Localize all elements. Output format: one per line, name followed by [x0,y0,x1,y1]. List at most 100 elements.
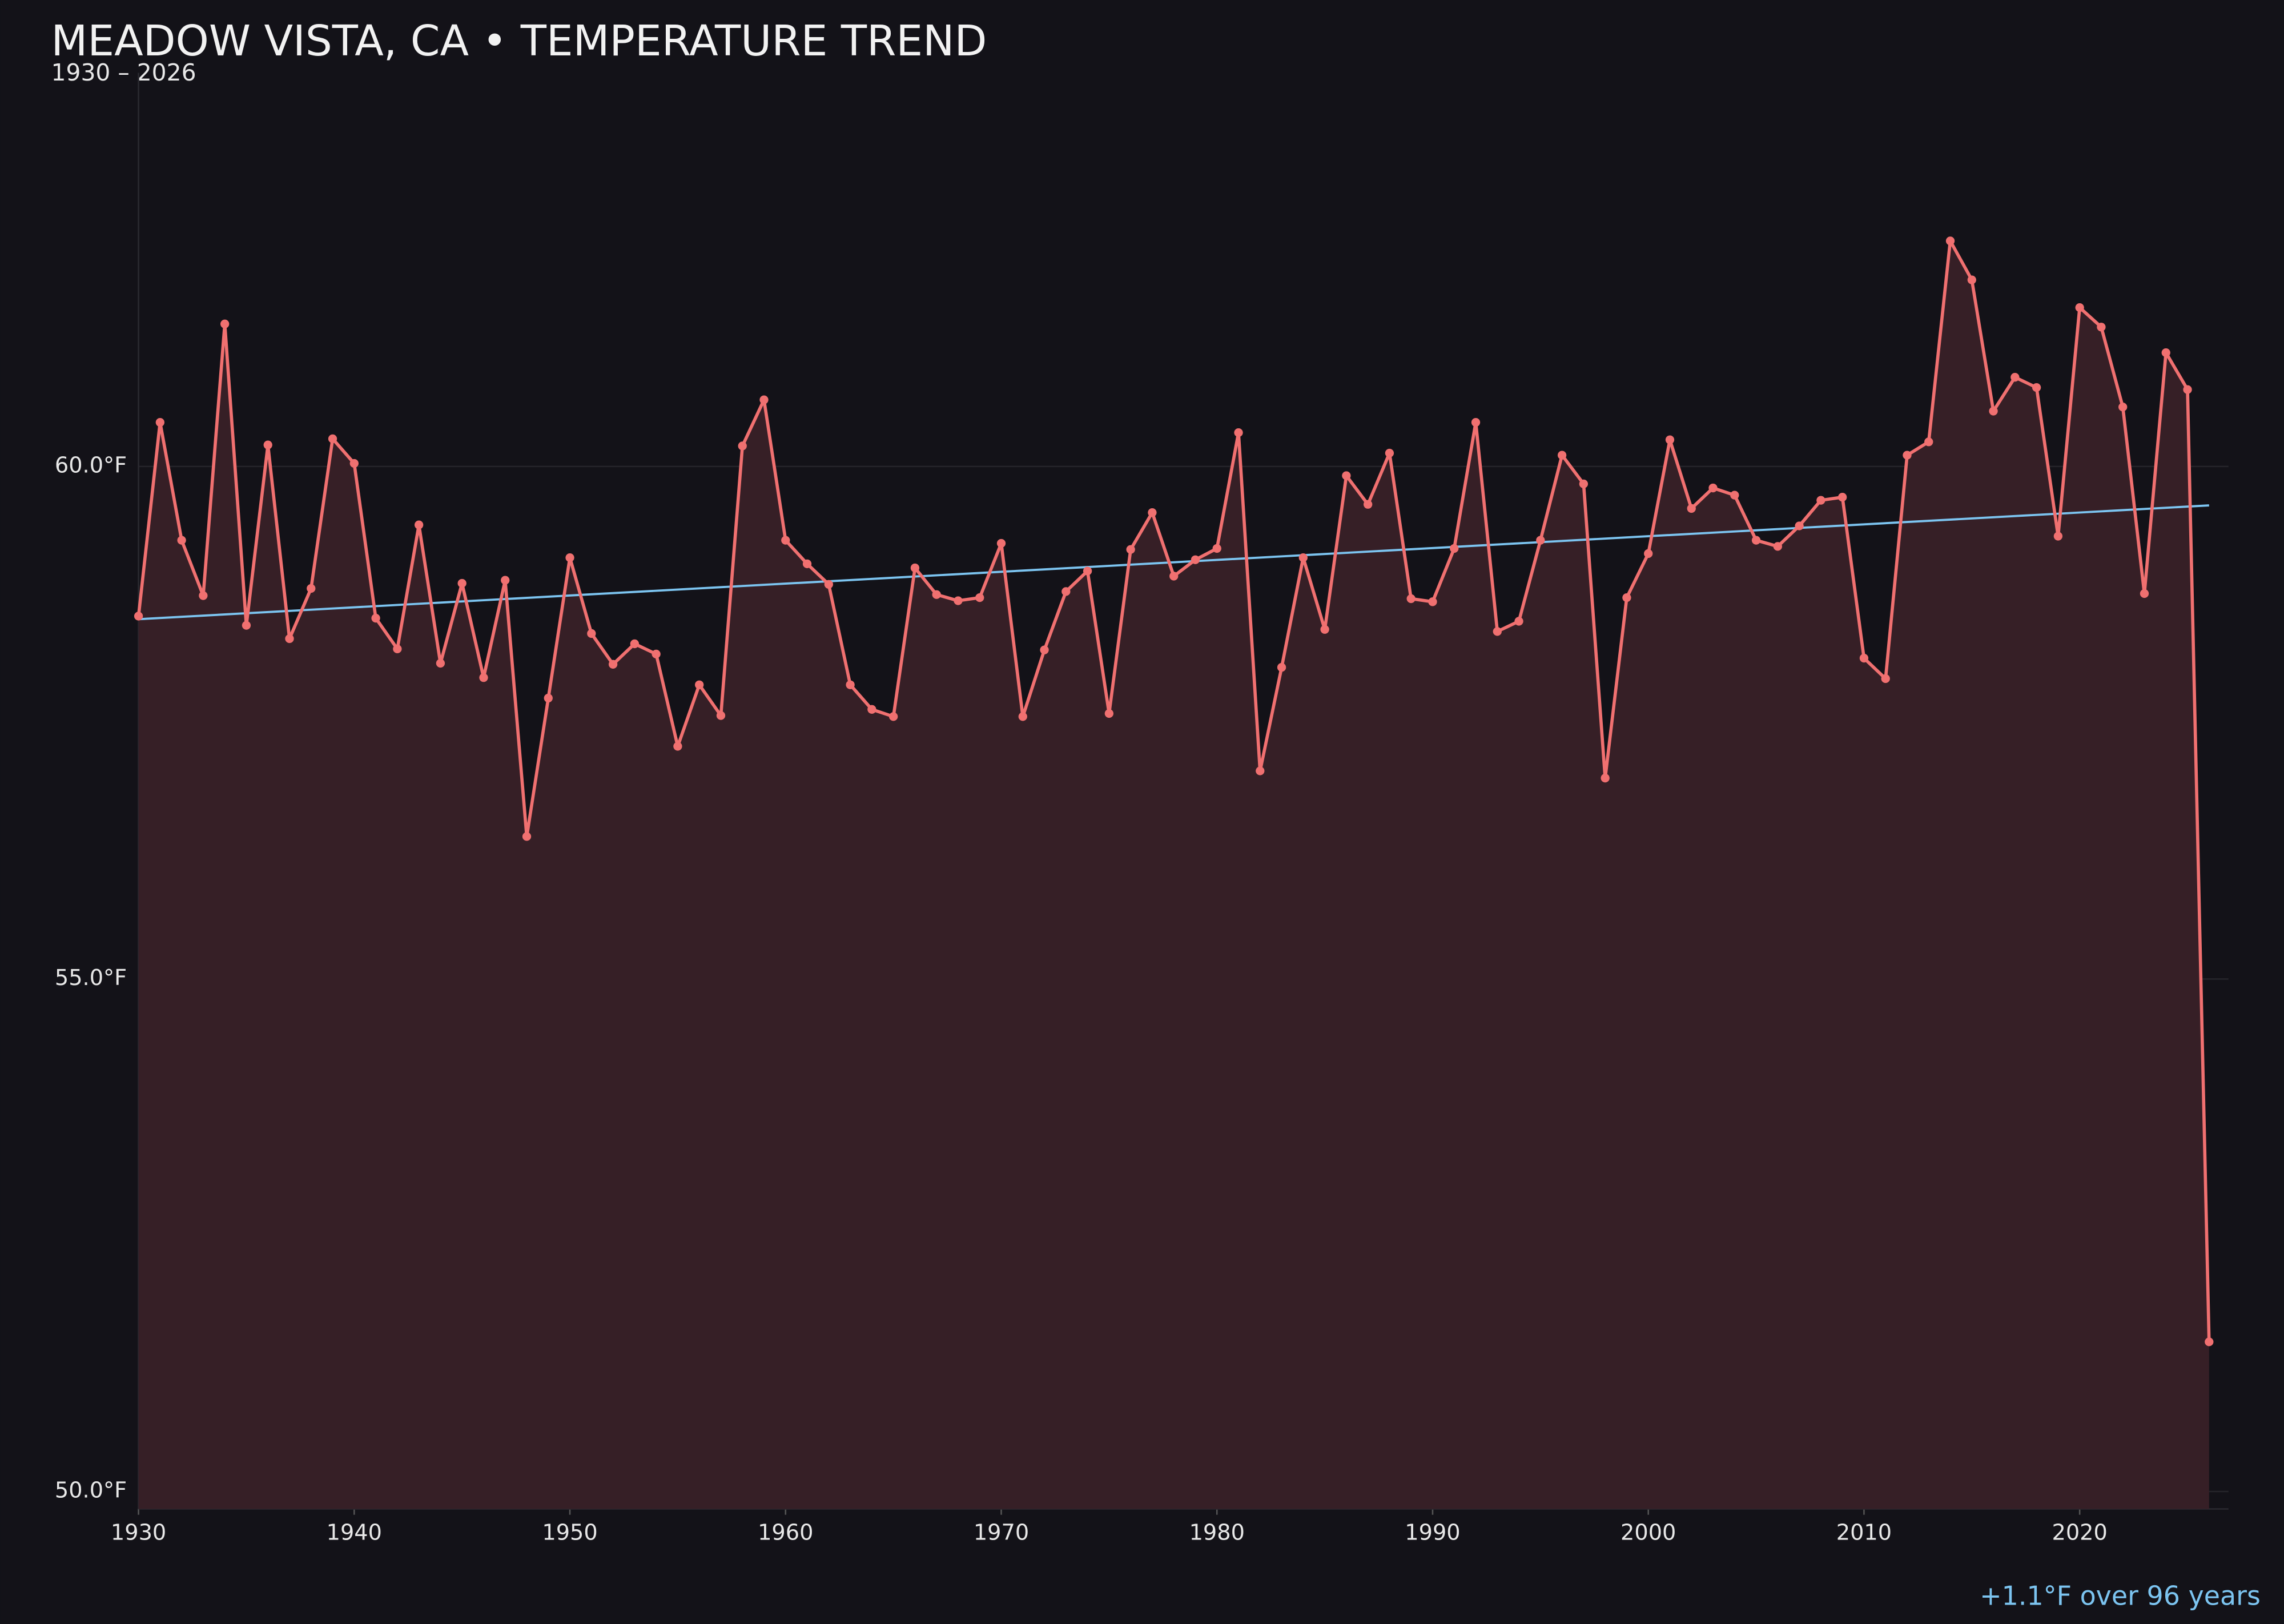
data-point [1795,521,1804,530]
data-point [1816,496,1825,505]
chart-subtitle: 1930 – 2026 [51,59,196,86]
x-tick-label: 2000 [1620,1520,1676,1545]
data-point [544,693,553,703]
x-tick-label: 1960 [758,1520,813,1545]
data-point [1320,625,1329,634]
data-point [888,712,898,721]
data-point [1557,451,1567,460]
data-point [975,593,984,602]
data-point [759,395,769,404]
data-point [781,536,790,545]
data-point [371,613,380,623]
data-point [177,536,186,545]
x-tick-label: 1990 [1405,1520,1460,1545]
x-tick-label: 1950 [542,1520,597,1545]
data-point [1083,566,1092,576]
data-point [2205,1337,2214,1346]
data-point [996,538,1006,548]
data-point [846,680,855,689]
data-point [1018,712,1027,721]
x-tick-label: 2020 [2052,1520,2107,1545]
data-point [1945,236,1955,246]
data-point [1514,617,1523,626]
data-point [1881,674,1890,684]
y-tick-label: 50.0°F [55,1477,127,1503]
trend-line [138,504,2209,621]
data-point [1126,545,1135,554]
x-tick-label: 1930 [111,1520,166,1545]
data-point [1277,663,1286,672]
data-point [910,563,920,573]
data-point [263,440,272,449]
data-point [1061,587,1071,596]
data-point [1298,553,1308,562]
data-point [608,660,618,669]
chart-title: MEADOW VISTA, CA • TEMPERATURE TREND [51,17,987,66]
data-point [414,520,424,529]
data-point [1212,544,1221,553]
data-point [349,459,359,468]
data-point [1040,645,1049,654]
data-point [1708,483,1718,493]
y-tick-label: 60.0°F [55,452,127,478]
x-tick-label: 2010 [1836,1520,1892,1545]
data-point [2075,303,2084,312]
data-point [932,590,941,599]
data-point [242,621,251,630]
data-point [1838,493,1847,502]
data-point [307,584,316,593]
data-point [1730,491,1739,500]
data-point [565,553,574,562]
data-point [2097,323,2106,332]
data-point [393,644,402,654]
data-point [2161,348,2170,357]
data-point [1471,418,1481,427]
data-point [1989,407,1998,416]
x-tick-label: 1970 [974,1520,1029,1545]
data-point [1644,549,1653,558]
data-point [1234,428,1243,437]
data-point [1601,773,1610,783]
data-point [1450,544,1459,553]
data-point [479,673,488,682]
data-point [716,711,726,720]
data-point [1903,451,1912,460]
data-point [1428,597,1437,606]
data-point [1859,653,1869,663]
data-point [1169,572,1179,581]
data-point [1687,504,1696,513]
annotation: +1.1°F over 96 years [1980,1581,2261,1611]
data-point [1665,435,1675,444]
area [138,240,2209,1509]
x-tick-label: 1980 [1189,1520,1245,1545]
data-point [1364,500,1373,509]
data-point [1104,709,1114,718]
data-point [1385,448,1394,458]
data-point [1579,479,1589,489]
data-point [199,591,208,600]
data-point [2032,383,2041,392]
data-point [1148,508,1157,517]
data-point [1751,536,1761,545]
data-point [673,742,682,751]
data-point [2053,532,2063,541]
data-point [954,596,963,605]
data-point [1256,766,1265,775]
data-point [1342,471,1351,480]
data-point [1773,542,1782,551]
x-tick-label: 1940 [327,1520,382,1545]
data-point [285,634,294,644]
data-point [1406,594,1416,604]
data-point [802,559,812,569]
data-point [1536,536,1545,545]
data-point [587,629,596,638]
data-point [328,434,337,444]
data-point [457,578,467,588]
data-point [824,580,833,589]
data-point [695,680,704,689]
data-point [2183,385,2192,394]
data-point [220,319,230,328]
data-point [738,441,747,451]
data-point [2118,403,2128,412]
